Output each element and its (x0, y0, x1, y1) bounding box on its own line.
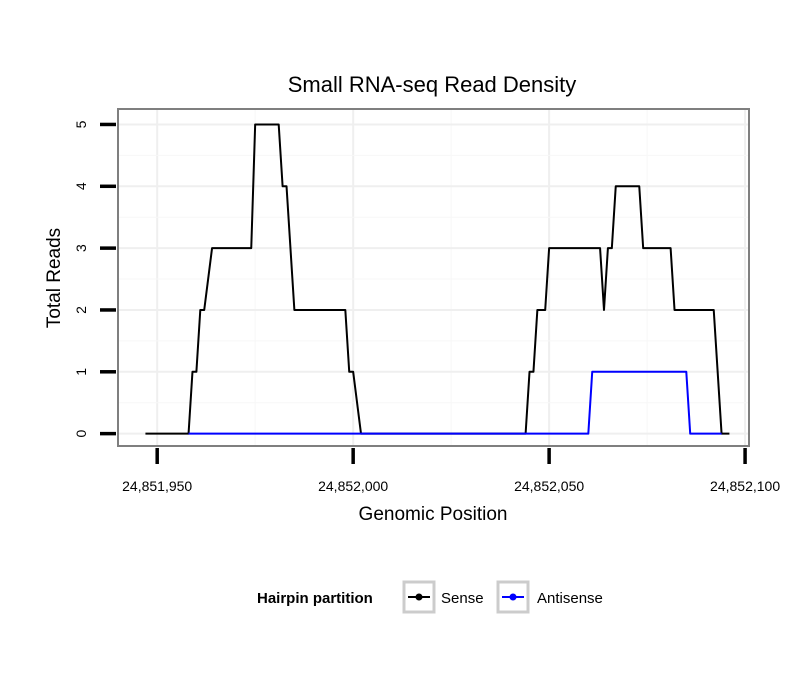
y-tick-label: 1 (73, 368, 89, 376)
legend-item-antisense: Antisense (496, 580, 603, 614)
legend: Hairpin partition Sense Antisense (257, 580, 603, 614)
series-line-antisense (188, 370, 722, 435)
y-tick-label: 0 (73, 430, 89, 438)
x-tick-label: 24,851,950 (122, 478, 192, 494)
legend-title: Hairpin partition (257, 590, 373, 607)
x-tick-label: 24,852,000 (318, 478, 388, 494)
y-tick-label: 5 (73, 120, 89, 128)
y-axis-title: Total Reads (44, 228, 65, 328)
y-tick-label: 4 (73, 182, 89, 190)
chart-title: Small RNA-seq Read Density (288, 72, 577, 97)
legend-point-antisense (509, 593, 517, 601)
x-axis: 24,851,950 24,852,000 24,852,050 24,852,100 (122, 448, 780, 494)
legend-label-sense: Sense (441, 590, 484, 607)
legend-point-sense (415, 593, 423, 601)
legend-label-antisense: Antisense (537, 590, 603, 607)
plot-panel-border (117, 108, 750, 447)
y-tick-label: 2 (73, 306, 89, 314)
y-tick-label: 3 (73, 244, 89, 252)
x-tick-label: 24,852,100 (710, 478, 780, 494)
grid (118, 109, 749, 446)
x-axis-title: Genomic Position (359, 504, 508, 525)
legend-item-sense: Sense (402, 580, 484, 614)
series-group (145, 123, 730, 435)
y-axis: 0 1 2 3 4 5 (73, 120, 116, 438)
x-tick-label: 24,852,050 (514, 478, 584, 494)
